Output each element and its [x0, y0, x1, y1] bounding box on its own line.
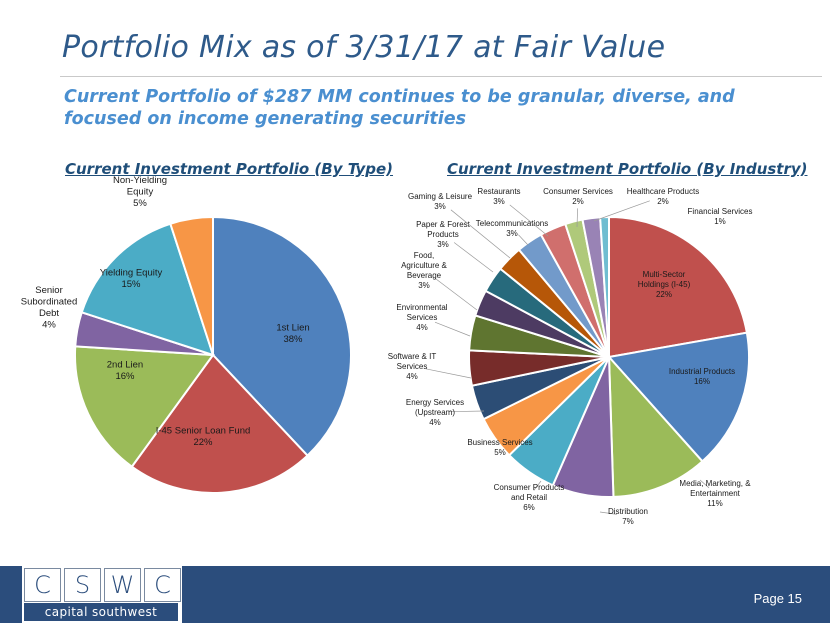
data-label-i-45-senior-loan-fund: I-45 Senior Loan Fund 22% — [156, 426, 251, 449]
pie-slice-2nd-lien — [73, 345, 215, 469]
pie-slice-non-yielding-equity — [169, 215, 214, 356]
data-label-environmental-services: Environmental Services 4% — [396, 303, 447, 332]
leader-line — [509, 204, 549, 237]
pie-slice-multi-sector-holdings-i-45 — [608, 215, 749, 359]
leader-line — [434, 278, 478, 311]
logo-letter: S — [64, 568, 101, 602]
data-label-non-yielding-equity: Non-Yielding Equity 5% — [113, 175, 167, 209]
data-label-distribution: Distribution 7% — [608, 507, 648, 526]
company-logo: C S W C capital southwest — [22, 566, 182, 623]
data-label-food-agriculture-beverage: Food, Agriculture & Beverage 3% — [401, 251, 447, 290]
data-label-paper-forest-products: Paper & Forest Products 3% — [416, 220, 471, 249]
leader-line — [599, 511, 617, 515]
logo-letter: C — [24, 568, 61, 602]
slide-subtitle: Current Portfolio of $287 MM continues t… — [64, 87, 735, 129]
leader-line — [518, 234, 529, 246]
leader-line — [434, 321, 471, 337]
title-divider — [60, 76, 822, 77]
data-label-business-services: Business Services 5% — [467, 438, 532, 457]
leader-line — [576, 208, 578, 228]
data-label-consumer-products-and-retail: Consumer Products and Retail 6% — [494, 483, 565, 512]
logo-company-name: capital southwest — [24, 603, 178, 621]
logo-letter: W — [104, 568, 141, 602]
pie-slice-i-45-senior-loan-fund — [130, 353, 309, 494]
data-label-multi-sector-holdings-i-45: Multi-Sector Holdings (I-45) 22% — [638, 270, 691, 299]
industry-chart-title: Current Investment Portfolio (By Industr… — [447, 160, 808, 178]
data-label-yielding-equity: Yielding Equity 15% — [100, 268, 163, 291]
pie-slice-media-marketing-entertainment — [607, 354, 704, 498]
data-label-telecommunications: Telecommunications 3% — [476, 219, 548, 238]
portfolio-pie-charts: 1st Lien 38% I-45 Senior Loan Fund 22% 2nd L… — [21, 175, 753, 526]
leader-line — [453, 242, 494, 273]
leader-line — [450, 209, 511, 259]
leader-line — [593, 200, 650, 222]
logo-letter: C — [144, 568, 181, 602]
data-label-software-it-services: Software & IT Services 4% — [388, 352, 437, 381]
leader-line — [533, 480, 542, 491]
data-label-restaurants: Restaurants 3% — [477, 187, 520, 206]
data-label-gaming-leisure: Gaming & Leisure 3% — [408, 192, 473, 211]
data-label-financial-services: Financial Services 1% — [688, 207, 753, 226]
data-label-senior-subordinated-debt: Senior Subordinated Debt 4% — [21, 285, 78, 331]
data-label-1st-lien: 1st Lien 38% — [276, 323, 309, 346]
data-label-2nd-lien: 2nd Lien 16% — [107, 360, 143, 383]
type-chart-title: Current Investment Portfolio (By Type) — [65, 160, 394, 178]
page-number: Page 15 — [753, 591, 802, 606]
data-label-healthcare-products: Healthcare Products 2% — [627, 187, 699, 206]
current-investment-portfolio-by-industry-pie: Multi-Sector Holdings (I-45) 22% Industrial… — [388, 187, 753, 526]
data-label-industrial-products: Industrial Products 16% — [669, 367, 735, 386]
data-label-energy-services-upstream: Energy Services (Upstream) 4% — [406, 398, 464, 427]
data-label-consumer-services: Consumer Services 2% — [543, 187, 613, 206]
current-investment-portfolio-by-type-pie: 1st Lien 38% I-45 Senior Loan Fund 22% 2nd L… — [21, 175, 352, 494]
slide-title: Portfolio Mix as of 3/31/17 at Fair Valu… — [62, 30, 666, 65]
pie-slice-industrial-products — [607, 331, 750, 463]
leader-line — [448, 410, 485, 413]
data-label-media-marketing-entertainment: Media, Marketing, & Entertainment 11% — [679, 479, 751, 508]
leader-line — [425, 368, 472, 379]
pie-slice-1st-lien — [212, 215, 352, 458]
leader-line — [699, 479, 710, 489]
